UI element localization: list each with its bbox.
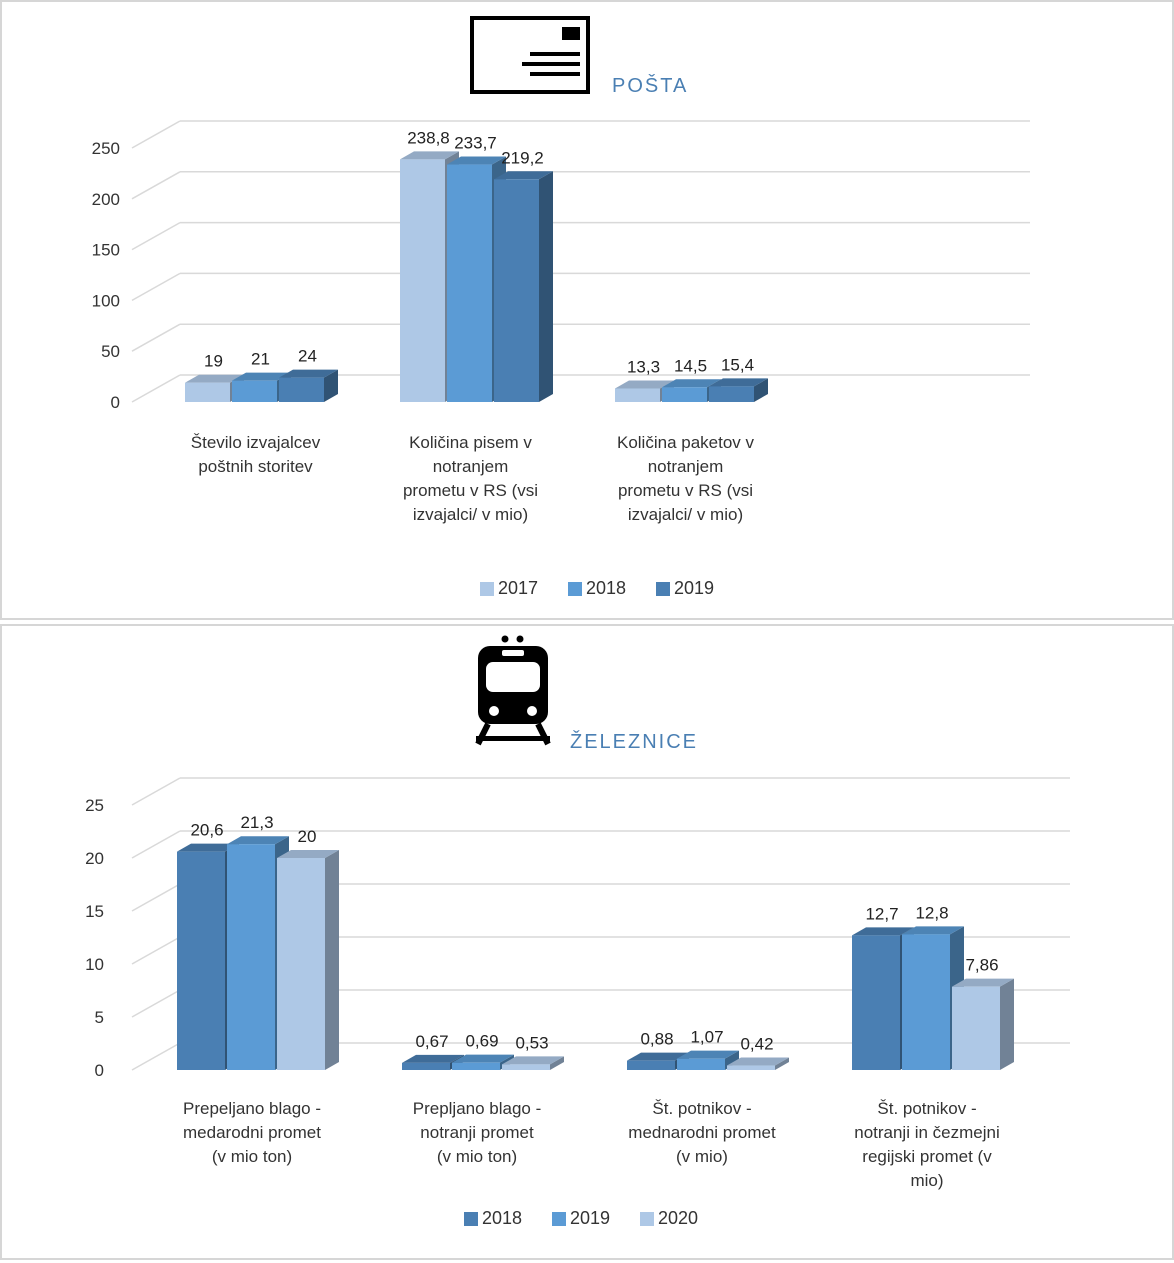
posta-category-label: izvajalci/ v mio)	[413, 505, 528, 524]
gridline-diag	[131, 936, 181, 965]
zel-data-label: 0,88	[640, 1030, 673, 1049]
posta-data-label: 233,7	[454, 134, 497, 153]
gridline-diag	[131, 1042, 181, 1071]
gridline-diag	[131, 323, 181, 352]
zel-category-label: regijski promet (v	[862, 1147, 992, 1166]
gridline-diag	[131, 272, 181, 302]
zel-legend-label: 2019	[570, 1208, 610, 1228]
gridline-diag	[131, 221, 181, 251]
posta-data-label: 13,3	[627, 357, 660, 376]
gridline-diag	[131, 883, 181, 912]
gridline-diag	[131, 120, 181, 149]
zel-legend-label: 2018	[482, 1208, 522, 1228]
posta-category-label: prometu v RS (vsi	[618, 481, 753, 500]
zel-category-label: Št. potnikov -	[877, 1099, 976, 1118]
y-tick-label: 10	[85, 955, 104, 974]
zel-data-label: 0,53	[515, 1033, 548, 1052]
zel-bar	[277, 850, 339, 1070]
zel-category-label: medarodni promet	[183, 1123, 321, 1142]
posta-legend-swatch	[568, 582, 582, 596]
gridline-diag	[131, 171, 181, 200]
zel-category-label: mio)	[910, 1171, 943, 1190]
y-tick-label: 15	[85, 902, 104, 921]
y-tick-label: 250	[92, 139, 120, 158]
zel-category-label: (v mio ton)	[437, 1147, 517, 1166]
zel-legend-swatch	[464, 1212, 478, 1226]
zel-category-label: notranji in čezmejni	[854, 1123, 1000, 1142]
zel-legend-swatch	[640, 1212, 654, 1226]
zel-data-label: 1,07	[690, 1028, 723, 1047]
zel-data-label: 20,6	[190, 821, 223, 840]
posta-legend-swatch	[656, 582, 670, 596]
y-tick-label: 25	[85, 796, 104, 815]
gridline-diag	[131, 830, 181, 859]
posta-category-label: Količina paketov v	[617, 433, 755, 452]
zel-bar	[727, 1057, 789, 1070]
posta-data-label: 21	[251, 350, 270, 369]
zeleznice-chart-panel: ŽELEZNICE 0 5 10 15 20 25 20,6 21,3 20 Prepeljano …	[0, 624, 1174, 1260]
posta-bar	[279, 369, 338, 402]
posta-category-label: Količina pisem v	[409, 433, 532, 452]
posta-category-label: Število izvajalcev	[191, 433, 321, 452]
zel-category-label: notranji promet	[420, 1123, 534, 1142]
posta-legend-label: 2017	[498, 578, 538, 598]
zel-legend-swatch	[552, 1212, 566, 1226]
y-tick-label: 20	[85, 849, 104, 868]
posta-bar	[709, 378, 768, 402]
zel-data-label: 0,69	[465, 1032, 498, 1051]
envelope-icon	[470, 16, 590, 94]
y-tick-label: 0	[95, 1061, 104, 1080]
zel-data-label: 0,42	[740, 1035, 773, 1054]
zel-category-label: Št. potnikov -	[652, 1099, 751, 1118]
zel-data-label: 12,7	[865, 904, 898, 923]
zel-category-label: Prepljano blago -	[413, 1099, 542, 1118]
zel-data-label: 20	[298, 827, 317, 846]
posta-category-label: notranjem	[648, 457, 724, 476]
zel-legend-label: 2020	[658, 1208, 698, 1228]
posta-legend-label: 2018	[586, 578, 626, 598]
zel-bar	[502, 1056, 564, 1070]
y-tick-label: 150	[92, 241, 120, 260]
posta-category-label: notranjem	[433, 457, 509, 476]
posta-category-label: poštnih storitev	[198, 457, 313, 476]
zel-category-label: Prepeljano blago -	[183, 1099, 321, 1118]
posta-legend-label: 2019	[674, 578, 714, 598]
posta-chart-panel: POŠTA 0 50 100 150 200 250 19 21 24 Število izvaja…	[0, 0, 1174, 620]
zel-data-label: 21,3	[240, 813, 273, 832]
posta-category-label: prometu v RS (vsi	[403, 481, 538, 500]
y-tick-label: 100	[92, 291, 120, 310]
posta-data-label: 219,2	[501, 148, 544, 167]
posta-chart-title: POŠTA	[612, 74, 688, 97]
zel-category-label: (v mio)	[676, 1147, 728, 1166]
gridline-diag	[131, 777, 181, 806]
gridline-diag	[131, 374, 181, 403]
zel-data-label: 0,67	[415, 1032, 448, 1051]
y-tick-label: 0	[111, 393, 120, 412]
zel-data-label: 7,86	[965, 956, 998, 975]
posta-data-label: 15,4	[721, 355, 754, 374]
posta-data-label: 24	[298, 347, 317, 366]
zeleznice-chart: ŽELEZNICE 0 5 10 15 20 25 20,6 21,3 20 Prepeljano …	[85, 635, 1070, 1228]
posta-data-label: 14,5	[674, 356, 707, 375]
train-icon	[475, 635, 551, 746]
y-tick-label: 50	[101, 342, 120, 361]
posta-chart: POŠTA 0 50 100 150 200 250 19 21 24 Število izvaja…	[92, 16, 1030, 598]
zel-data-label: 12,8	[915, 903, 948, 922]
zel-chart-title: ŽELEZNICE	[570, 730, 698, 753]
zel-bar	[952, 978, 1014, 1070]
zel-category-label: (v mio ton)	[212, 1147, 292, 1166]
zel-category-label: mednarodni promet	[628, 1123, 776, 1142]
gridline-diag	[131, 989, 181, 1018]
y-tick-label: 200	[92, 190, 120, 209]
posta-data-label: 19	[204, 352, 223, 371]
posta-data-label: 238,8	[407, 128, 450, 147]
posta-category-label: izvajalci/ v mio)	[628, 505, 743, 524]
y-tick-label: 5	[95, 1008, 104, 1027]
posta-bar	[494, 171, 553, 402]
posta-legend-swatch	[480, 582, 494, 596]
